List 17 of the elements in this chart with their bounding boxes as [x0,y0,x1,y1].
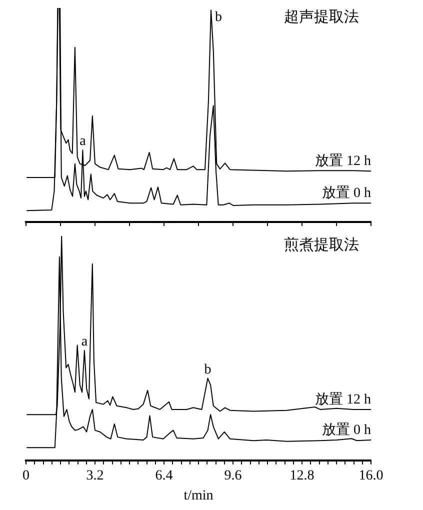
chart-title: 超声提取法 [284,8,359,26]
series-label: 放置 12 h [315,153,371,170]
x-tick-label: 0 [22,468,30,484]
chart-title: 煎煮提取法 [284,236,359,254]
x-tick-label: 9.6 [224,468,242,484]
x-tick-label: 16.0 [358,468,384,484]
x-tick-label: 12.8 [290,468,314,484]
annotation: a [81,334,88,350]
series-label: 放置 12 h [315,391,371,408]
x-axis-title: t/min [184,488,214,504]
x-tick-label: 6.4 [155,468,173,484]
x-tick-label: 3.2 [86,468,104,484]
annotation: a [80,134,87,150]
annotation: b [204,362,212,378]
annotation: b [215,10,222,25]
series-label: 放置 0 h [322,185,371,202]
series-label: 放置 0 h [322,422,371,438]
